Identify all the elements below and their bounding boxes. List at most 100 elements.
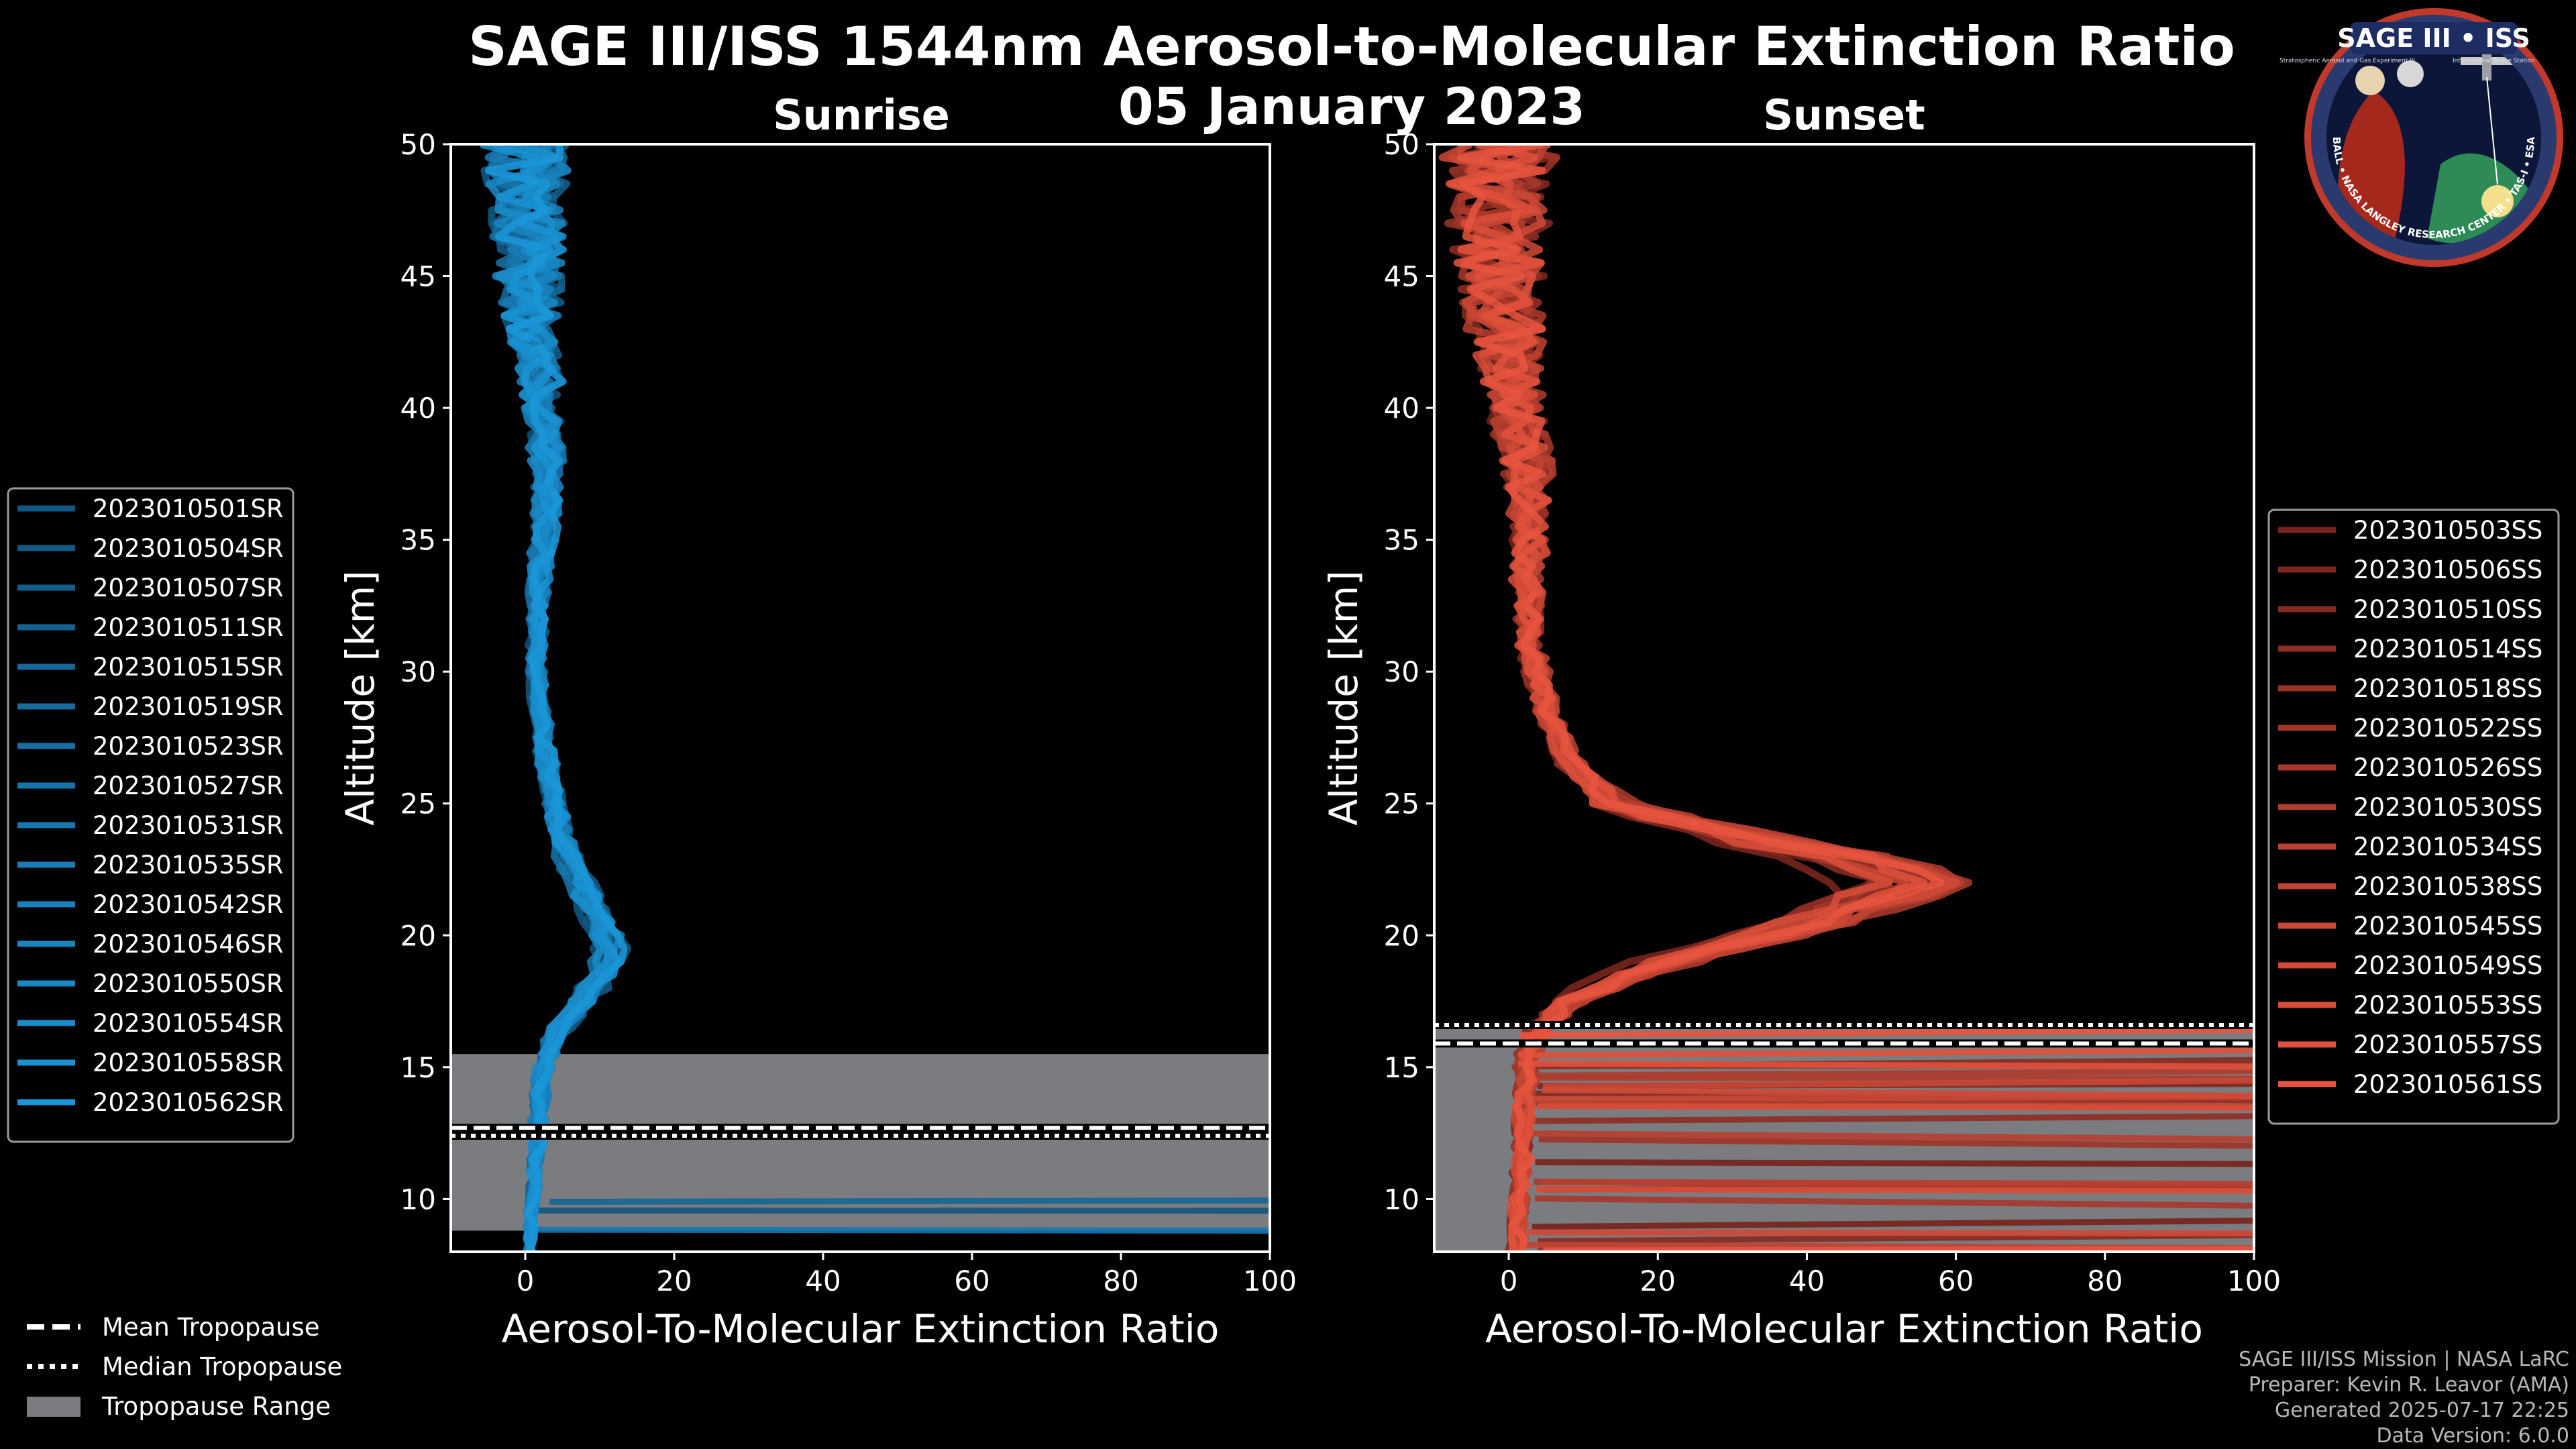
profile-artifact-2023010534SS — [1542, 1179, 2254, 1187]
sunrise-x-axis-label: Aerosol-To-Molecular Extinction Ratio — [502, 1306, 1220, 1352]
profile-artifact-2023010553SS — [1536, 1186, 2254, 1194]
sunrise-xtick-label: 0 — [517, 1265, 535, 1297]
profile-artifact-2023010503SS — [1535, 1159, 2254, 1167]
sunset-panel-title: Sunset — [1763, 91, 1925, 140]
legend-label-2023010514SS: 2023010514SS — [2353, 635, 2542, 663]
sunset-xtick-label: 20 — [1640, 1265, 1676, 1297]
legend-label-2023010518SS: 2023010518SS — [2353, 674, 2542, 703]
profile-artifact-2023010503SS — [1532, 1218, 2254, 1230]
legend-label-2023010501SR: 2023010501SR — [93, 494, 284, 523]
sunset-ytick-label: 25 — [1384, 788, 1419, 820]
legend-label-2023010531SR: 2023010531SR — [93, 811, 284, 840]
sunrise-xtick-label: 20 — [656, 1265, 692, 1297]
sunset-ytick-label: 20 — [1384, 919, 1419, 952]
legend-label-2023010562SR: 2023010562SR — [93, 1088, 284, 1117]
sunset-ytick-label: 35 — [1384, 524, 1419, 557]
profile-artifact-2023010530SS — [1535, 1068, 2254, 1079]
legend-label-2023010534SS: 2023010534SS — [2353, 833, 2542, 861]
sunset-ytick-label: 50 — [1384, 128, 1419, 161]
legend-label-2023010519SR: 2023010519SR — [93, 692, 284, 721]
figure-date: 05 January 2023 — [1118, 76, 1585, 136]
sunset-xtick-label: 40 — [1789, 1265, 1825, 1297]
sunset-xtick-label: 100 — [2227, 1265, 2281, 1297]
legend-label-2023010504SR: 2023010504SR — [93, 534, 284, 563]
legend-label-2023010507SR: 2023010507SR — [93, 574, 284, 602]
profile-artifact-2023010545SS — [1543, 1077, 2254, 1090]
credit-generated: Generated 2025-07-17 22:25 — [2275, 1399, 2569, 1422]
sunrise-xtick-label: 60 — [954, 1265, 989, 1297]
legend-label-2023010510SS: 2023010510SS — [2353, 595, 2542, 624]
legend-label-2023010554SR: 2023010554SR — [93, 1009, 284, 1038]
sunset-panel: Sunset 0 20 40 60 80 100 10 15 20 25 30 35 40 45 50 Aero… — [1321, 91, 2281, 1352]
profile-artifact-2023010553SS — [1537, 1103, 2254, 1111]
sunrise-ytick-label: 45 — [400, 260, 436, 293]
profile-artifact-2023010557SS — [1519, 1047, 2254, 1059]
scientist-robe-icon — [2337, 91, 2405, 245]
credits-block: SAGE III/ISS Mission | NASA LaRC Prepare… — [2239, 1348, 2569, 1448]
sunset-ytick-label: 30 — [1384, 655, 1419, 688]
legend-label-2023010557SS: 2023010557SS — [2353, 1030, 2542, 1059]
legend-label-2023010503SS: 2023010503SS — [2353, 516, 2542, 545]
tropopause-range-legend-swatch — [27, 1397, 80, 1417]
profile-artifact-2023010561SS — [1520, 1026, 2254, 1038]
legend-label-2023010506SS: 2023010506SS — [2353, 555, 2542, 584]
logo-title-banner — [2350, 22, 2518, 54]
profile-artifact-2023010531SR — [537, 1226, 1270, 1234]
profile-line-2023010561SS — [1453, 144, 1945, 1252]
profile-artifact-2023010522SS — [1538, 1136, 2254, 1149]
tropopause-legend: Mean Tropopause Median Tropopause Tropop… — [27, 1313, 342, 1421]
sunset-y-axis-label: Altitude [km] — [1321, 570, 1366, 825]
sunset-axes-frame — [1433, 143, 2255, 1253]
moon-icon — [2397, 60, 2424, 87]
sunrise-xtick-label: 80 — [1103, 1265, 1138, 1297]
credit-mission: SAGE III/ISS Mission | NASA LaRC — [2239, 1348, 2569, 1371]
sunset-xtick-label: 80 — [2087, 1265, 2123, 1297]
profile-artifact-2023010526SS — [1535, 1195, 2254, 1209]
sunrise-ytick-label: 30 — [400, 655, 436, 688]
legend-label-2023010545SS: 2023010545SS — [2353, 912, 2542, 941]
sunset-legend-box — [2267, 508, 2560, 1125]
profile-artifact-2023010514SS — [1525, 1113, 2254, 1124]
profile-artifact-2023010557SS — [1518, 1060, 2254, 1070]
legend-label-2023010549SS: 2023010549SS — [2353, 951, 2542, 980]
legend-label-2023010530SS: 2023010530SS — [2353, 793, 2542, 822]
sunrise-ytick-label: 25 — [400, 788, 436, 820]
legend-label-2023010561SS: 2023010561SS — [2353, 1070, 2542, 1099]
sunset-xtick-label: 0 — [1500, 1265, 1518, 1297]
sunset-profiles — [1438, 144, 2254, 1252]
legend-label-2023010523SR: 2023010523SR — [93, 732, 284, 761]
logo-subtitle-right: International Space Station — [2453, 58, 2535, 64]
profile-line-2023010553SS — [1460, 144, 1893, 1252]
legend-label-2023010527SR: 2023010527SR — [93, 771, 284, 800]
figure-title: SAGE III/ISS 1544nm Aerosol-to-Molecular… — [468, 15, 2235, 78]
logo-title: SAGE III • ISS — [2337, 23, 2530, 53]
mean-tropopause-legend-label: Mean Tropopause — [102, 1313, 320, 1342]
sunrise-ytick-label: 15 — [400, 1051, 436, 1084]
profile-artifact-2023010549SS — [1527, 1229, 2254, 1237]
legend-label-2023010558SR: 2023010558SR — [93, 1049, 284, 1077]
profile-artifact-2023010515SR — [549, 1197, 1270, 1205]
legend-label-2023010538SS: 2023010538SS — [2353, 872, 2542, 901]
sunset-ytick-label: 15 — [1384, 1051, 1419, 1084]
tropopause-range-legend-label: Tropopause Range — [101, 1392, 331, 1421]
sage-iii-iss-mission-logo: SAGE III • ISS Stratospheric Aerosol and… — [2279, 8, 2563, 267]
sunset-ytick-label: 45 — [1384, 260, 1419, 293]
sunrise-ytick-label: 40 — [400, 392, 436, 425]
profile-line-2023010562SR — [484, 144, 628, 1252]
sunrise-panel: Sunrise 0 20 40 60 80 100 10 15 20 25 30 35 40 45 50 Aer… — [337, 91, 1297, 1352]
legend-label-2023010553SS: 2023010553SS — [2353, 991, 2542, 1020]
sunrise-axes-frame — [449, 143, 1271, 1253]
credit-data-version: Data Version: 6.0.0 — [2377, 1424, 2569, 1448]
legend-label-2023010542SR: 2023010542SR — [93, 890, 284, 919]
profile-artifact-2023010549SS — [1542, 1087, 2254, 1099]
legend-label-2023010526SS: 2023010526SS — [2353, 753, 2542, 782]
median-tropopause-legend-label: Median Tropopause — [102, 1352, 342, 1381]
legend-label-2023010550SR: 2023010550SR — [93, 969, 284, 998]
sunrise-legend-box — [7, 487, 294, 1143]
sunset-legend: 2023010503SS 2023010506SS 2023010510SS 2023… — [2267, 508, 2560, 1125]
legend-label-2023010511SR: 2023010511SR — [93, 613, 284, 642]
legend-label-2023010546SR: 2023010546SR — [93, 930, 284, 959]
sunrise-ytick-label: 20 — [400, 919, 436, 952]
sunrise-ytick-label: 10 — [400, 1183, 436, 1216]
sunrise-ytick-label: 35 — [400, 524, 436, 557]
